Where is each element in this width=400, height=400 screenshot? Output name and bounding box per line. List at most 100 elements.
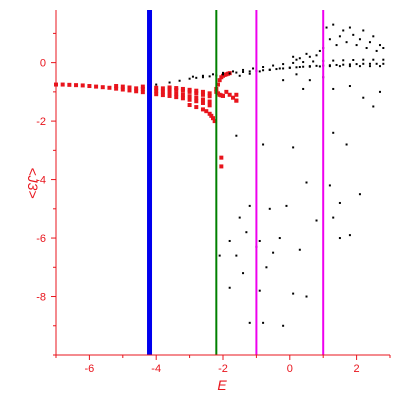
data-point-red — [114, 84, 119, 89]
data-point-black — [372, 35, 375, 38]
data-point-black — [355, 44, 358, 47]
data-layer — [54, 23, 385, 327]
data-point-black — [302, 61, 305, 64]
data-point-black — [235, 254, 238, 257]
data-point-black — [228, 239, 231, 242]
data-point-black — [228, 286, 231, 289]
data-point-black — [305, 181, 308, 184]
data-point-red — [127, 85, 132, 90]
data-point-red — [231, 95, 236, 100]
data-point-red — [234, 92, 239, 97]
data-point-black — [258, 70, 261, 73]
data-point-black — [358, 65, 361, 68]
data-point-red — [187, 89, 192, 94]
data-point-black — [278, 67, 281, 70]
data-point-black — [308, 79, 311, 82]
data-point-black — [262, 143, 265, 146]
data-point-red — [167, 90, 172, 95]
data-point-black — [302, 65, 305, 68]
data-point-red — [80, 83, 85, 88]
data-point-black — [342, 59, 345, 62]
data-point-black — [332, 59, 335, 62]
data-point-black — [238, 216, 241, 219]
data-point-red — [219, 155, 224, 160]
data-point-black — [305, 295, 308, 298]
data-point-red — [174, 95, 179, 100]
data-point-black — [318, 49, 321, 52]
data-point-black — [288, 66, 291, 69]
data-point-red — [154, 92, 159, 97]
data-point-black — [275, 68, 278, 71]
data-point-black — [282, 63, 285, 66]
data-point-black — [362, 58, 365, 61]
data-point-black — [292, 61, 295, 64]
data-point-red — [87, 84, 92, 89]
data-point-red — [200, 89, 205, 94]
data-point-black — [242, 70, 245, 73]
data-point-red — [200, 92, 205, 97]
data-point-black — [372, 105, 375, 108]
data-point-red — [154, 85, 159, 90]
data-point-red — [209, 113, 214, 118]
data-point-black — [188, 77, 191, 80]
data-point-black — [258, 289, 261, 292]
y-tick-label: -6 — [36, 233, 46, 245]
data-point-black — [362, 96, 365, 99]
data-point-black — [315, 54, 318, 57]
data-point-black — [268, 207, 271, 210]
data-point-red — [204, 109, 209, 114]
data-point-black — [378, 90, 381, 93]
data-point-red — [207, 111, 212, 116]
data-point-black — [228, 72, 231, 75]
x-tick-label: 0 — [287, 363, 293, 375]
data-point-black — [252, 67, 255, 70]
data-point-red — [200, 107, 205, 112]
data-point-red — [140, 90, 145, 95]
data-point-red — [180, 96, 185, 101]
data-point-black — [338, 237, 341, 240]
data-point-black — [292, 292, 295, 295]
data-point-red — [187, 103, 192, 108]
data-point-black — [328, 65, 331, 68]
data-point-red — [221, 93, 225, 98]
data-point-black — [248, 321, 251, 324]
data-point-red — [60, 82, 65, 87]
data-point-black — [382, 58, 385, 61]
data-point-black — [308, 55, 311, 58]
data-point-black — [178, 79, 181, 82]
data-point-black — [345, 41, 348, 44]
data-point-black — [222, 71, 224, 74]
data-point-black — [338, 201, 341, 204]
data-point-red — [227, 92, 232, 97]
data-point-black — [248, 70, 251, 73]
data-point-red — [114, 86, 119, 91]
data-point-black — [265, 266, 268, 269]
data-point-black — [211, 73, 214, 76]
data-point-black — [355, 63, 358, 66]
data-point-black — [298, 66, 301, 69]
data-point-black — [338, 35, 341, 38]
data-point-black — [332, 131, 335, 134]
data-point-black — [375, 62, 378, 65]
x-axis-title: E — [217, 377, 227, 393]
data-point-red — [180, 86, 185, 91]
data-point-black — [242, 68, 245, 71]
data-point-black — [272, 64, 275, 67]
data-point-black — [382, 47, 385, 50]
data-point-black — [201, 74, 204, 77]
data-point-black — [222, 73, 224, 76]
data-point-black — [235, 71, 238, 74]
y-tick-label: 0 — [40, 58, 46, 70]
data-point-black — [305, 52, 308, 55]
data-point-black — [335, 44, 338, 47]
data-point-red — [207, 91, 212, 96]
data-point-black — [368, 41, 371, 44]
data-point-black — [282, 67, 285, 70]
x-tick-label: -6 — [85, 363, 95, 375]
data-point-red — [174, 91, 179, 96]
data-point-black — [298, 57, 301, 60]
y-tick-label: -4 — [36, 175, 46, 187]
data-point-black — [245, 231, 248, 234]
vertical-lines-layer — [147, 10, 325, 355]
